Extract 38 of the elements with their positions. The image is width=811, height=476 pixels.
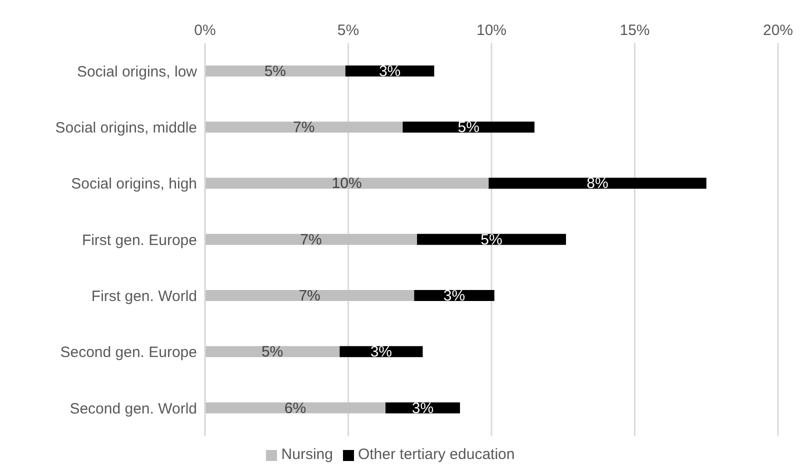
data-label: 7%	[298, 288, 320, 305]
data-label: 3%	[378, 62, 401, 80]
y-tick-label: Social origins, middle	[55, 120, 197, 137]
bar	[417, 234, 566, 245]
y-tick-label: First gen. Europe	[82, 232, 197, 249]
bar	[205, 402, 386, 414]
y-tick-label: First gen. World	[91, 288, 197, 305]
bar	[205, 65, 346, 76]
x-tick-label: 15%	[620, 22, 650, 39]
data-label: 3%	[370, 344, 392, 361]
legend-label: Other tertiary education	[358, 446, 515, 463]
bar	[205, 234, 418, 245]
x-tick-label: 0%	[194, 22, 216, 39]
bar	[488, 178, 706, 189]
y-tick-label: Second gen. World	[70, 400, 197, 418]
y-tick-label: Social origins, high	[71, 176, 197, 193]
bar	[205, 346, 340, 358]
data-label: 5%	[261, 344, 284, 361]
data-label: 7%	[300, 231, 322, 248]
bar	[205, 290, 414, 302]
x-tick-label: 5%	[337, 22, 360, 39]
bar	[205, 178, 489, 189]
y-tick-label: Second gen. Europe	[60, 344, 197, 362]
x-tick-label: 20%	[762, 22, 794, 39]
legend-label: Nursing	[281, 446, 333, 463]
bar	[402, 122, 534, 133]
data-label: 5%	[458, 119, 480, 136]
data-label: 5%	[264, 62, 286, 80]
data-label: 6%	[284, 400, 306, 417]
bar	[205, 122, 403, 133]
data-label: 7%	[293, 119, 315, 136]
x-tick-label: 10%	[476, 22, 507, 39]
data-label: 8%	[586, 175, 608, 192]
y-tick-label: Social origins, low	[76, 63, 198, 80]
data-label: 10%	[332, 175, 362, 192]
data-label: 3%	[412, 400, 434, 417]
data-label: 3%	[443, 288, 466, 305]
data-label: 5%	[480, 231, 502, 248]
